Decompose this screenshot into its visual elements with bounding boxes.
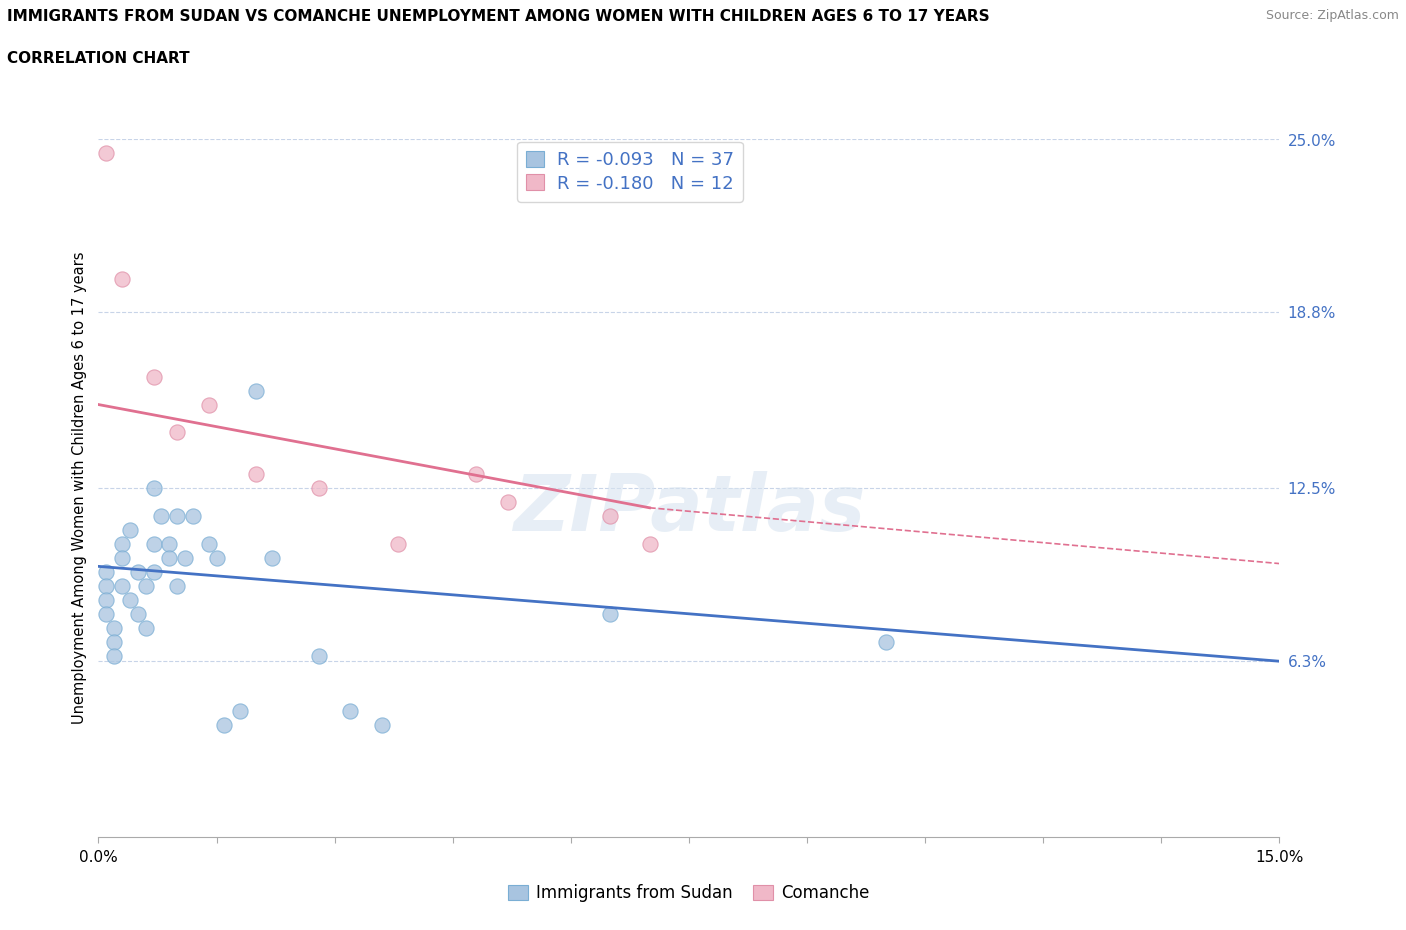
Point bbox=[599, 606, 621, 621]
Point bbox=[127, 606, 149, 621]
Text: ZIPatlas: ZIPatlas bbox=[513, 472, 865, 547]
Point bbox=[118, 592, 141, 607]
Point bbox=[214, 718, 236, 733]
Point bbox=[103, 620, 125, 635]
Text: IMMIGRANTS FROM SUDAN VS COMANCHE UNEMPLOYMENT AMONG WOMEN WITH CHILDREN AGES 6 : IMMIGRANTS FROM SUDAN VS COMANCHE UNEMPL… bbox=[7, 9, 990, 24]
Point bbox=[96, 578, 118, 593]
Point bbox=[166, 509, 188, 524]
Point bbox=[197, 537, 219, 551]
Point bbox=[135, 578, 157, 593]
Point bbox=[96, 146, 118, 161]
Point bbox=[111, 272, 134, 286]
Point bbox=[157, 537, 180, 551]
Point bbox=[181, 509, 204, 524]
Point bbox=[205, 551, 228, 565]
Point bbox=[371, 718, 394, 733]
Point bbox=[308, 648, 330, 663]
Point bbox=[96, 565, 118, 579]
Text: Source: ZipAtlas.com: Source: ZipAtlas.com bbox=[1265, 9, 1399, 22]
Point bbox=[118, 523, 141, 538]
Point bbox=[197, 397, 219, 412]
Point bbox=[496, 495, 519, 510]
Point bbox=[174, 551, 197, 565]
Point bbox=[339, 704, 361, 719]
Point bbox=[111, 578, 134, 593]
Point bbox=[166, 425, 188, 440]
Point bbox=[103, 648, 125, 663]
Point bbox=[142, 537, 165, 551]
Point bbox=[135, 620, 157, 635]
Y-axis label: Unemployment Among Women with Children Ages 6 to 17 years: Unemployment Among Women with Children A… bbox=[72, 252, 87, 724]
Point bbox=[111, 551, 134, 565]
Point bbox=[157, 551, 180, 565]
Legend: Immigrants from Sudan, Comanche: Immigrants from Sudan, Comanche bbox=[502, 878, 876, 909]
Point bbox=[166, 578, 188, 593]
Point bbox=[245, 383, 267, 398]
Point bbox=[142, 369, 165, 384]
Point bbox=[142, 481, 165, 496]
Point bbox=[103, 634, 125, 649]
Point bbox=[142, 565, 165, 579]
Point bbox=[229, 704, 252, 719]
Point bbox=[308, 481, 330, 496]
Point bbox=[875, 634, 897, 649]
Point bbox=[260, 551, 283, 565]
Point bbox=[465, 467, 488, 482]
Point bbox=[387, 537, 409, 551]
Point bbox=[127, 565, 149, 579]
Point bbox=[111, 537, 134, 551]
Point bbox=[599, 509, 621, 524]
Point bbox=[638, 537, 661, 551]
Point bbox=[245, 467, 267, 482]
Point bbox=[150, 509, 173, 524]
Text: CORRELATION CHART: CORRELATION CHART bbox=[7, 51, 190, 66]
Point bbox=[96, 592, 118, 607]
Point bbox=[96, 606, 118, 621]
